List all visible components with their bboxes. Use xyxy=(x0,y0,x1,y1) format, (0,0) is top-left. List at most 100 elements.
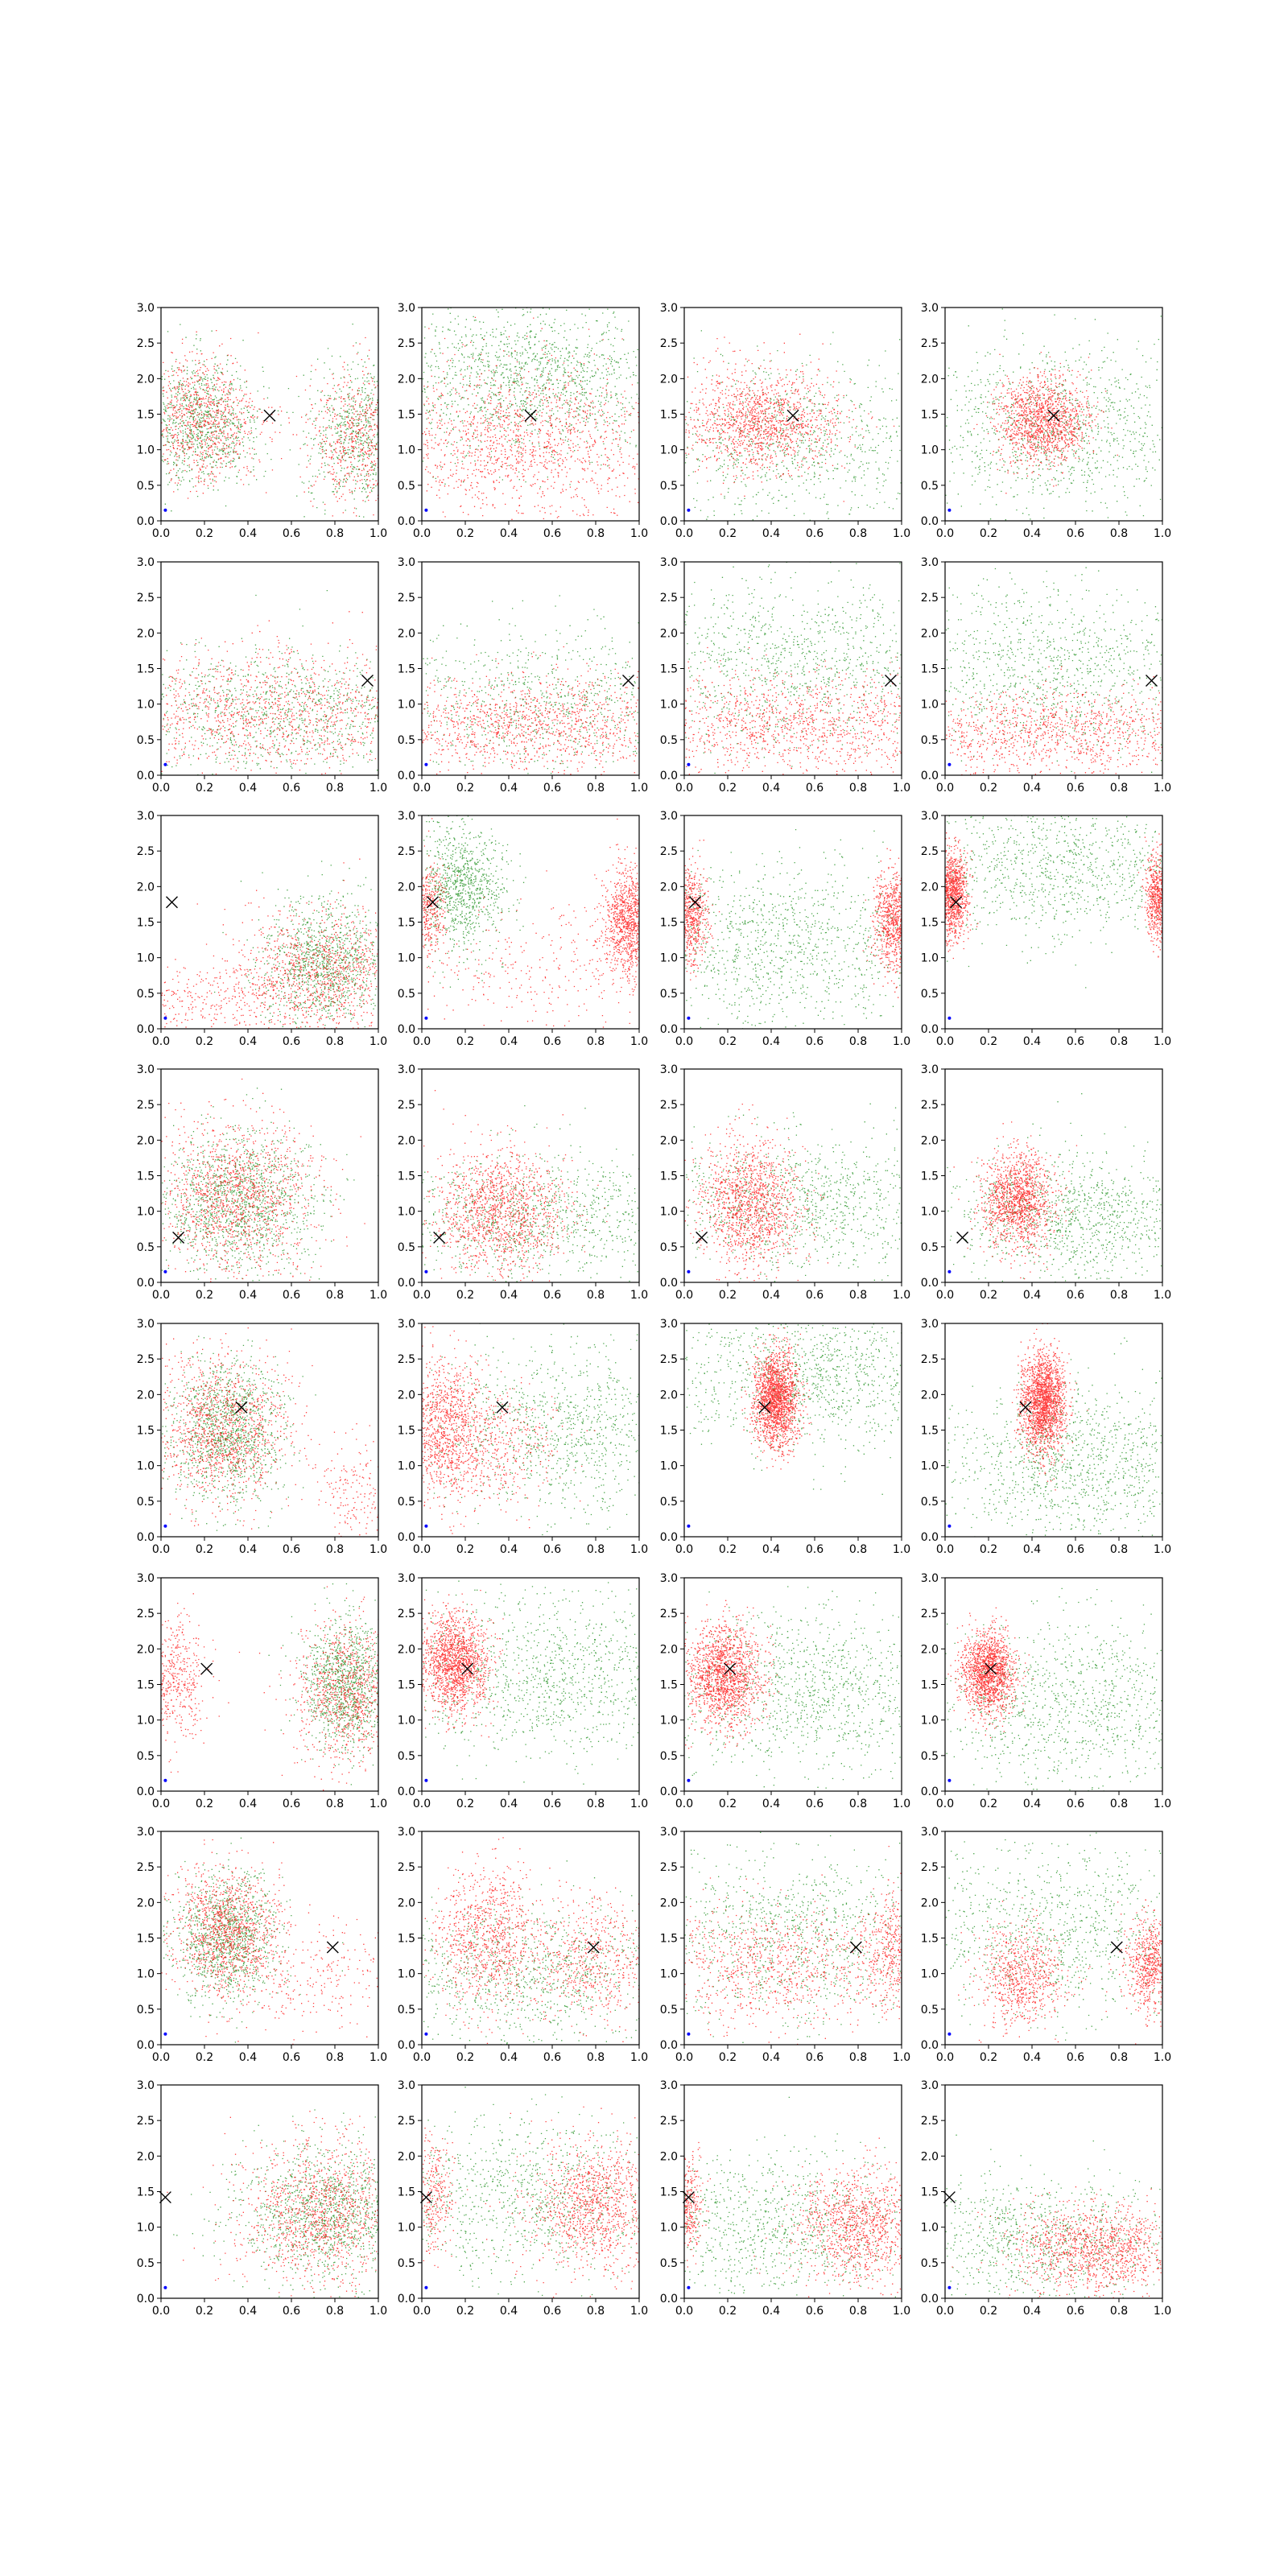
blue-point xyxy=(947,1269,952,1274)
x-tick-label: 0.0 xyxy=(413,1543,431,1556)
x-marker xyxy=(200,1662,213,1675)
x-tick-label: 1.0 xyxy=(630,2305,648,2318)
blue-point xyxy=(163,508,167,512)
y-tick-label: 2.0 xyxy=(398,881,415,894)
y-tick-label: 2.0 xyxy=(398,1389,415,1402)
y-tick-label: 0.0 xyxy=(137,1531,155,1544)
subplot-r5-c4: 0.0 0.2 0.4 0.6 0.8 1.0 0.0 0.5 1.0 1.5 2.0 2.5 3.0 xyxy=(921,1318,1171,1556)
x-tick-label: 0.6 xyxy=(806,1035,824,1048)
x-tick-label: 0.4 xyxy=(762,1289,780,1302)
scatter-points xyxy=(947,1093,1162,1282)
x-tick-label: 0.2 xyxy=(980,1035,997,1048)
x-tick-label: 1.0 xyxy=(893,782,910,795)
axes-frame xyxy=(421,1831,640,2046)
scatter-red-points xyxy=(422,818,639,1028)
y-tick-label: 2.5 xyxy=(921,1099,939,1112)
scatter-green-points xyxy=(162,1335,316,1531)
x-tick-label: 0.0 xyxy=(413,782,431,795)
y-tick-label: 1.5 xyxy=(137,2186,155,2199)
x-tick-label: 0.2 xyxy=(196,782,213,795)
x-tick-label: 0.4 xyxy=(500,782,518,795)
y-tick-label: 0.5 xyxy=(921,988,939,1001)
y-tick-label: 0.0 xyxy=(398,1531,415,1544)
scatter-red-points xyxy=(741,1327,811,1470)
scatter-points xyxy=(945,815,1162,989)
x-tick-label: 0.6 xyxy=(283,1798,300,1810)
blue-point xyxy=(424,1778,428,1782)
y-tick-label: 3.0 xyxy=(137,1826,155,1839)
y-tick-label: 1.5 xyxy=(398,409,415,422)
y-tick-label: 1.0 xyxy=(921,952,939,965)
y-tick-label: 1.5 xyxy=(921,1170,939,1183)
scatter-red-points xyxy=(952,2186,1162,2298)
y-tick-label: 1.5 xyxy=(660,1425,678,1438)
x-tick-label: 0.2 xyxy=(456,1798,474,1810)
x-tick-label: 1.0 xyxy=(630,782,648,795)
subplot-r8-c1: 0.0 0.2 0.4 0.6 0.8 1.0 0.0 0.5 1.0 1.5 2.0 2.5 3.0 xyxy=(137,2079,387,2318)
y-tick-label: 2.5 xyxy=(660,1608,678,1620)
x-tick-label: 1.0 xyxy=(1154,1543,1171,1556)
y-tick-label: 1.0 xyxy=(137,1206,155,1219)
y-tick-label: 0.0 xyxy=(137,2039,155,2052)
blue-point xyxy=(163,2032,167,2036)
x-tick-label: 0.6 xyxy=(1067,2051,1084,2064)
scatter-red-points xyxy=(684,333,895,502)
y-tick-label: 0.0 xyxy=(137,770,155,782)
scatter-points xyxy=(945,1832,1162,2045)
y-tick-label: 2.5 xyxy=(398,1861,415,1874)
x-tick-label: 0.8 xyxy=(1110,1289,1128,1302)
x-marker xyxy=(849,1941,862,1954)
y-tick-label: 2.0 xyxy=(137,1643,155,1656)
x-tick-label: 1.0 xyxy=(369,2305,387,2318)
y-tick-label: 0.5 xyxy=(921,1496,939,1509)
scatter-red-points xyxy=(945,832,1162,960)
x-tick-label: 0.0 xyxy=(152,2051,170,2064)
y-tick-label: 1.5 xyxy=(660,1679,678,1692)
blue-point xyxy=(424,1016,428,1020)
y-tick-label: 0.0 xyxy=(398,2039,415,2052)
x-marker xyxy=(943,2191,956,2204)
x-tick-label: 0.2 xyxy=(456,782,474,795)
x-tick-label: 0.8 xyxy=(849,1798,867,1810)
x-tick-label: 0.2 xyxy=(980,782,997,795)
scatter-red-points xyxy=(1010,1323,1088,1491)
y-tick-label: 2.0 xyxy=(660,1389,678,1402)
subplot-r1-c4: 0.0 0.2 0.4 0.6 0.8 1.0 0.0 0.5 1.0 1.5 2.0 2.5 3.0 xyxy=(921,302,1171,540)
x-tick-label: 0.2 xyxy=(980,2051,997,2064)
x-tick-label: 1.0 xyxy=(1154,527,1171,540)
scatter-red-points xyxy=(161,1078,365,1282)
subplot-r8-c2: 0.0 0.2 0.4 0.6 0.8 1.0 0.0 0.5 1.0 1.5 2.0 2.5 3.0 xyxy=(398,2079,648,2318)
y-tick-label: 2.5 xyxy=(398,2115,415,2128)
y-tick-label: 1.0 xyxy=(660,1460,678,1473)
x-tick-label: 0.4 xyxy=(500,1798,518,1810)
scatter-points xyxy=(945,567,1162,775)
scatter-green-points xyxy=(946,815,1162,989)
y-tick-label: 1.0 xyxy=(921,1460,939,1473)
scatter-green-points xyxy=(173,2109,378,2298)
scatter-green-points xyxy=(422,1104,639,1282)
scatter-points xyxy=(684,828,902,1029)
scatter-points xyxy=(422,308,639,521)
y-tick-label: 2.0 xyxy=(921,1643,939,1656)
y-tick-label: 3.0 xyxy=(137,2079,155,2092)
y-tick-label: 1.5 xyxy=(660,1170,678,1183)
scatter-green-points xyxy=(945,1832,1162,2041)
y-tick-label: 3.0 xyxy=(398,810,415,823)
y-tick-label: 1.5 xyxy=(398,1933,415,1946)
x-tick-label: 0.4 xyxy=(1023,1035,1041,1048)
x-tick-label: 0.8 xyxy=(849,1289,867,1302)
x-tick-label: 1.0 xyxy=(893,1798,910,1810)
subplot-r5-c2: 0.0 0.2 0.4 0.6 0.8 1.0 0.0 0.5 1.0 1.5 2.0 2.5 3.0 xyxy=(398,1318,648,1556)
x-marker xyxy=(166,896,178,909)
x-tick-label: 0.6 xyxy=(806,1798,824,1810)
subplot-r6-c3: 0.0 0.2 0.4 0.6 0.8 1.0 0.0 0.5 1.0 1.5 2.0 2.5 3.0 xyxy=(660,1572,910,1810)
y-tick-label: 2.5 xyxy=(398,1099,415,1112)
x-tick-label: 0.2 xyxy=(719,782,737,795)
y-tick-label: 1.5 xyxy=(921,1933,939,1946)
axes-frame xyxy=(944,2084,1163,2299)
y-tick-label: 2.0 xyxy=(398,2150,415,2163)
scatter-red-points xyxy=(953,1121,1078,1280)
x-tick-label: 0.6 xyxy=(283,2051,300,2064)
scatter-green-points xyxy=(684,828,902,1029)
y-tick-label: 2.5 xyxy=(660,2115,678,2128)
